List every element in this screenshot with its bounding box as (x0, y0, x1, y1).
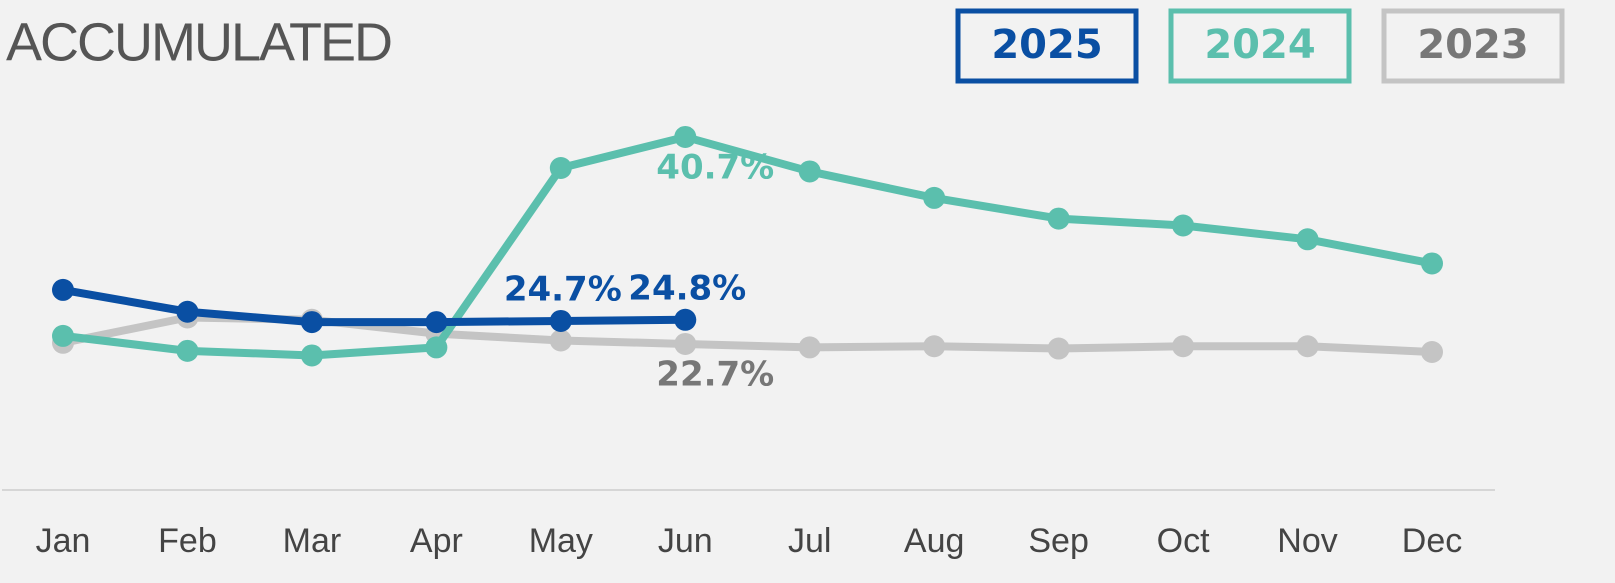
data-point (923, 335, 946, 358)
data-point (1421, 252, 1443, 275)
data-point (425, 311, 448, 334)
data-point (176, 339, 199, 362)
x-tick-label: Mar (283, 522, 342, 560)
legend-label: 2023 (1417, 22, 1528, 68)
x-tick-label: Feb (158, 522, 217, 560)
legend-label: 2024 (1204, 22, 1315, 68)
data-point (798, 336, 821, 359)
data-point (52, 324, 74, 347)
data-point (176, 300, 199, 323)
series-line (62, 285, 686, 327)
series-line (62, 132, 1433, 360)
legend-box (1381, 8, 1565, 84)
x-tick-label: Oct (1157, 522, 1210, 560)
x-tick-label: Sep (1028, 522, 1089, 560)
x-tick-label: Jul (788, 522, 831, 560)
data-point (1172, 214, 1195, 237)
data-point (1172, 335, 1195, 358)
data-point (1421, 341, 1443, 363)
x-tick-label: May (529, 522, 593, 560)
x-tick-label: Nov (1277, 522, 1337, 560)
data-point (300, 311, 323, 334)
chart-title: ACCUMULATED (6, 12, 391, 72)
data-label: 24.8% (628, 268, 746, 308)
data-point (1296, 228, 1319, 251)
data-point (674, 308, 697, 331)
data-point (798, 160, 821, 183)
x-tick-label: Jan (36, 522, 91, 560)
legend-label: 2025 (991, 22, 1102, 68)
data-point (549, 157, 572, 179)
data-point (52, 278, 74, 301)
data-point (1047, 207, 1070, 230)
series-line (62, 313, 1433, 356)
x-tick-label: Dec (1402, 522, 1462, 560)
data-point (549, 309, 572, 332)
data-point (1296, 335, 1319, 358)
data-point (1047, 337, 1070, 360)
data-point (549, 329, 572, 352)
x-tick-label: Apr (410, 522, 463, 560)
data-point (300, 344, 323, 367)
data-label: 24.7% (504, 269, 622, 309)
legend-box (955, 8, 1139, 84)
data-label: 40.7% (656, 147, 774, 187)
data-point (923, 186, 946, 209)
x-tick-label: Aug (904, 522, 965, 560)
data-point (674, 125, 697, 148)
legend-box (1168, 8, 1352, 84)
x-tick-label: Jun (658, 522, 713, 560)
data-point (425, 336, 448, 359)
data-point (674, 332, 697, 355)
data-label: 22.7% (656, 354, 774, 394)
